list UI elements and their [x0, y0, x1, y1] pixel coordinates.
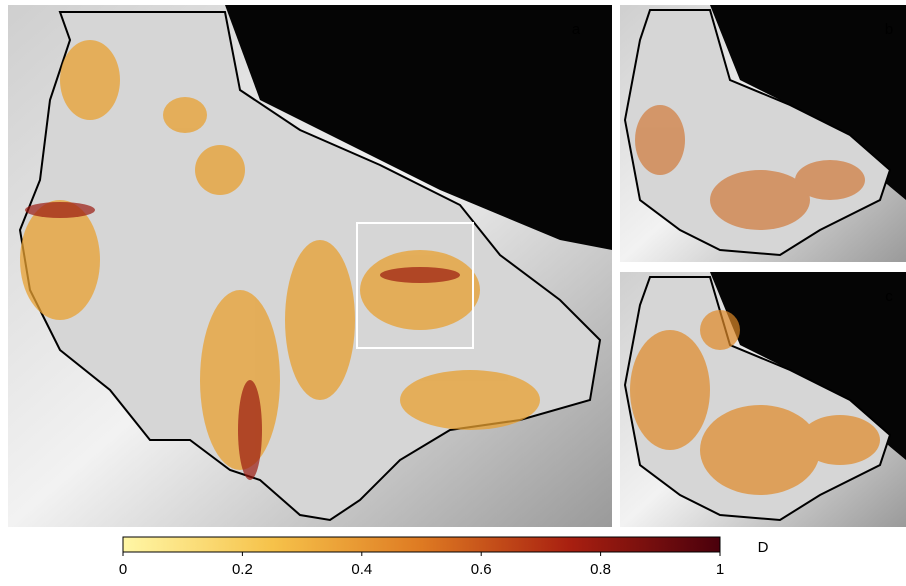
panel-label: b	[885, 21, 893, 38]
figure: a b c D 0 0.2 0.4 0.6 0.8 1	[0, 0, 906, 581]
panel-b: b	[620, 5, 906, 262]
panel-label: c	[885, 288, 893, 305]
colorbar-tick-label: 0.2	[232, 561, 253, 578]
colorbar-tick-label: 0.4	[351, 561, 372, 578]
colorbar-tick-label: 0.6	[471, 561, 492, 578]
panel-c: c	[620, 272, 906, 527]
panel-a: a	[8, 5, 612, 527]
colorbar-tick-label: 1	[716, 561, 724, 578]
colorbar-tick-label: 0.8	[590, 561, 611, 578]
colorbar-label: D	[758, 539, 769, 556]
colorbar	[123, 537, 720, 552]
colorbar-tick-label: 0	[119, 561, 127, 578]
panel-label: a	[572, 21, 581, 38]
